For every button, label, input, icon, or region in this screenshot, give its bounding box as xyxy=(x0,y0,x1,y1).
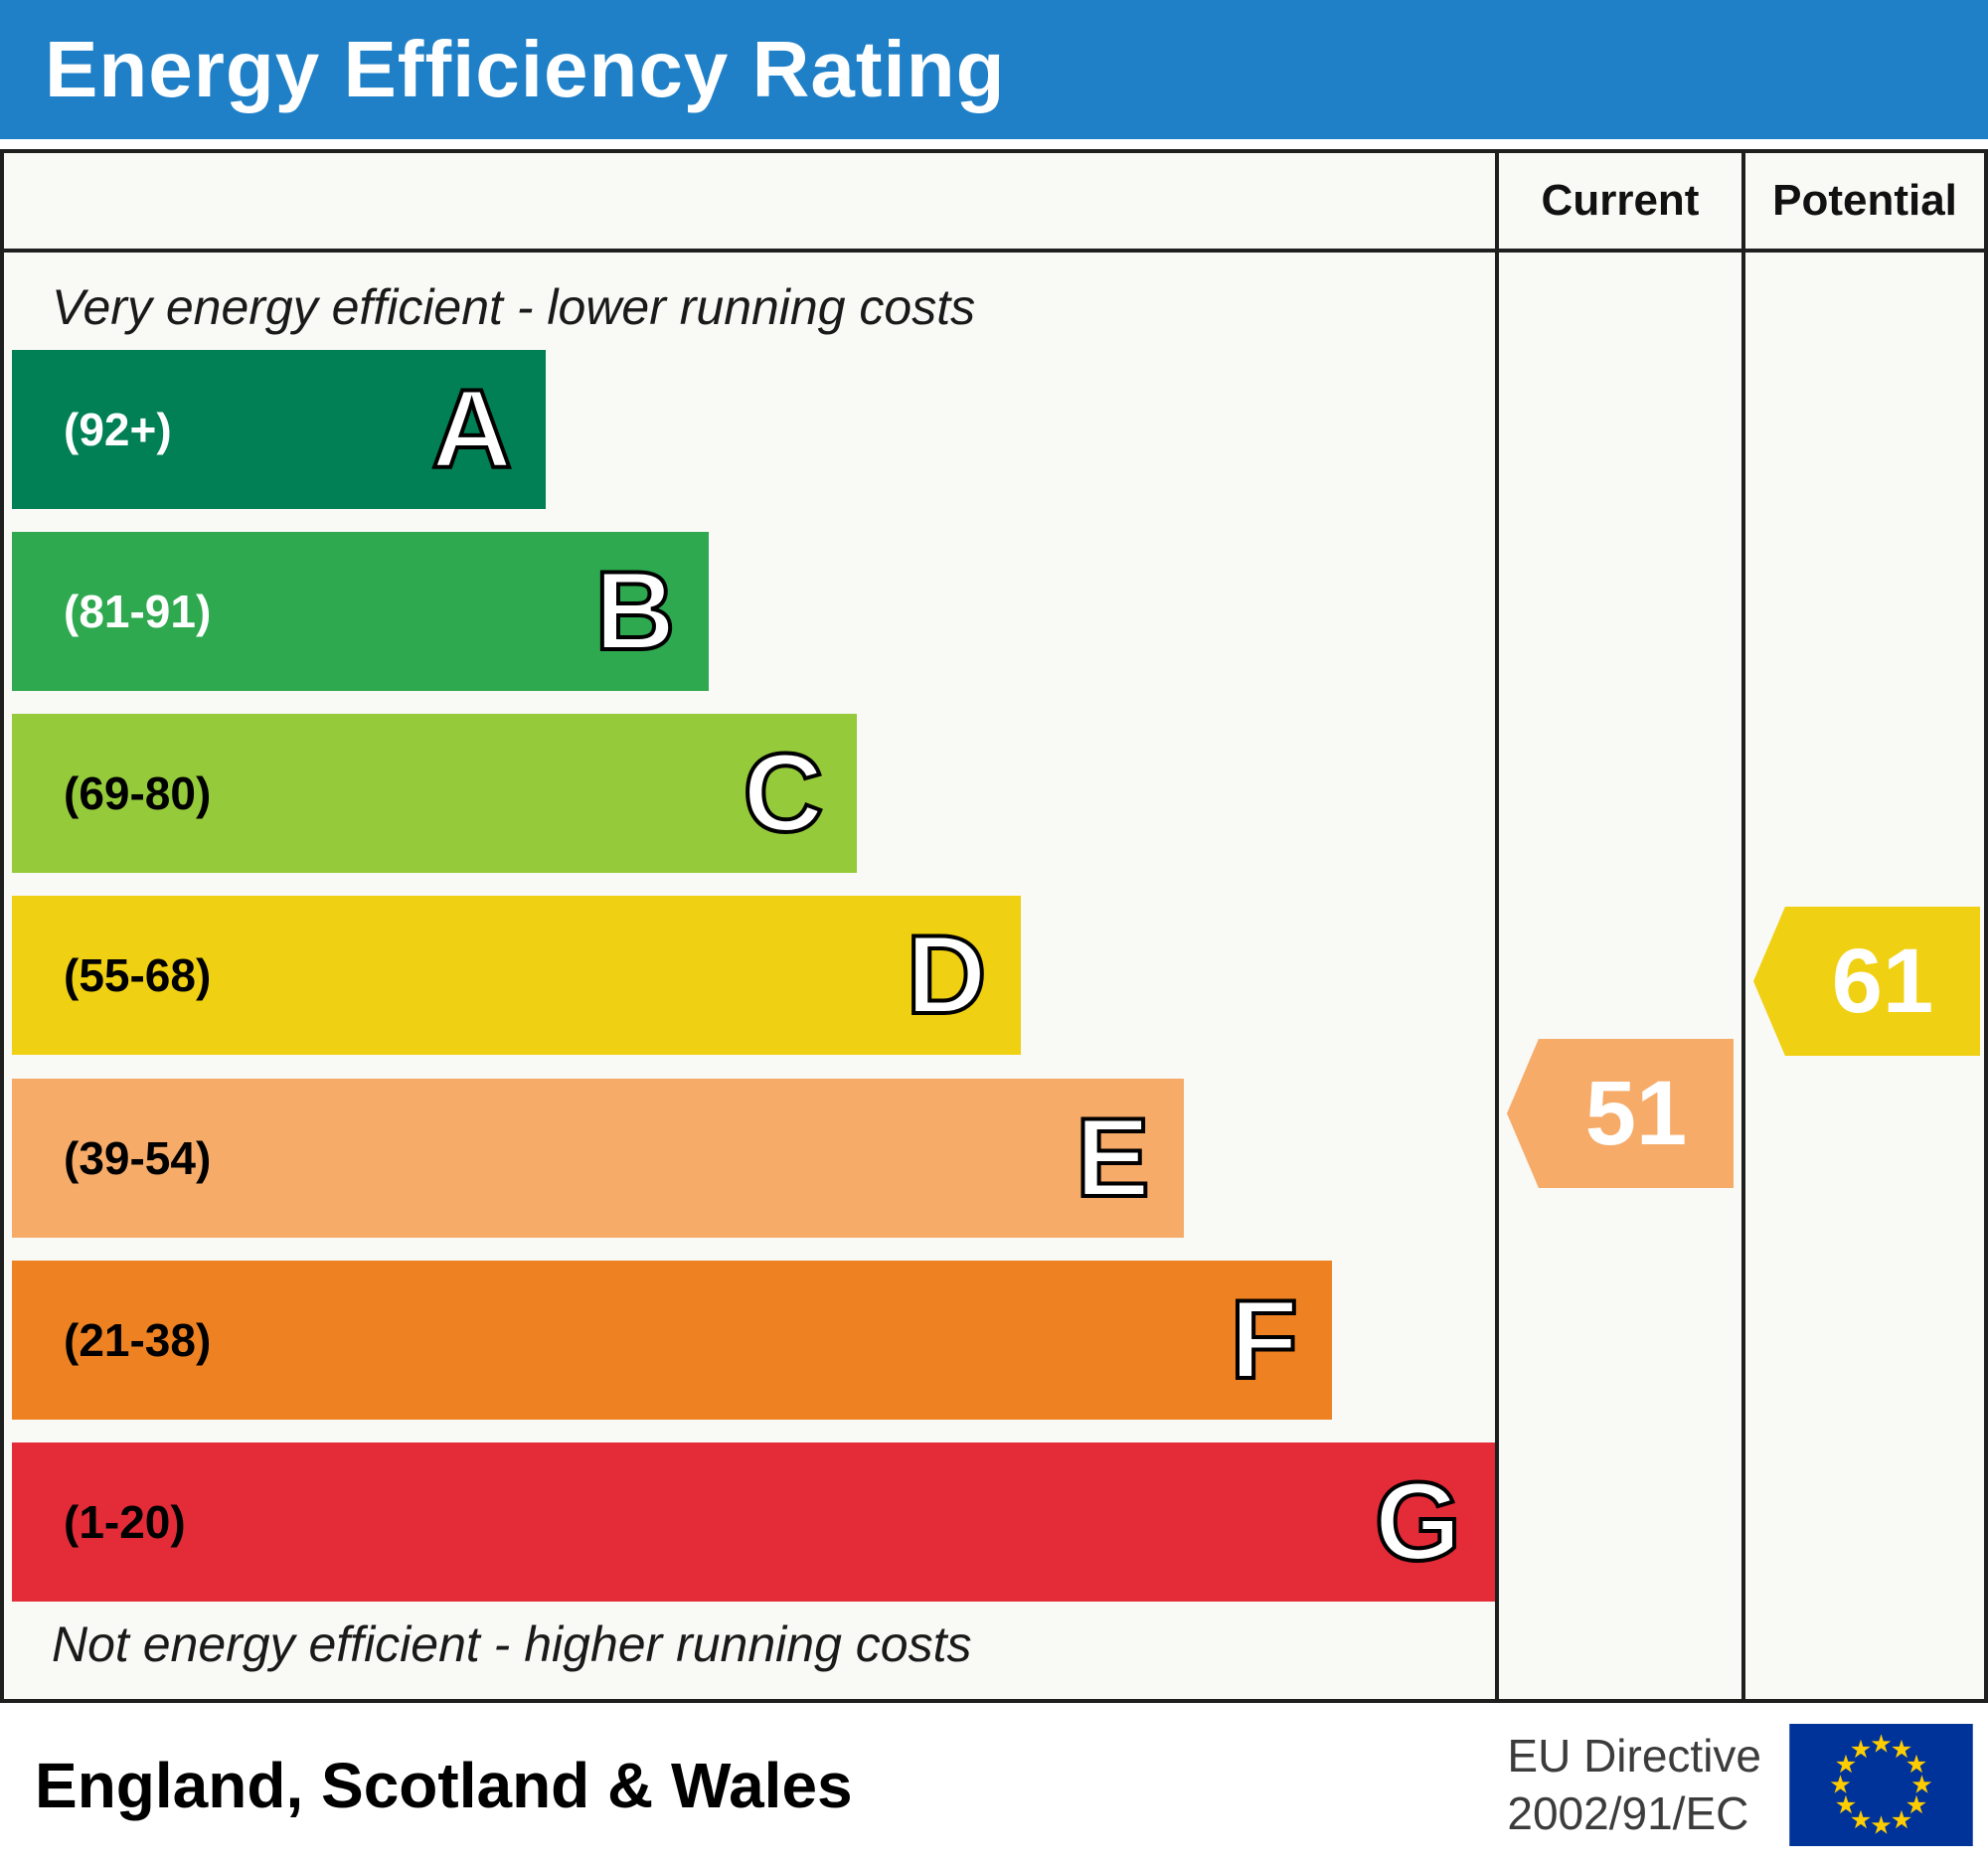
band-range-label: (81-91) xyxy=(64,586,212,638)
band-letter: D xyxy=(905,913,989,1038)
band-G: (1-20) G xyxy=(12,1442,1495,1602)
band-letter: C xyxy=(742,731,826,856)
band-row-G: (1-20) G xyxy=(12,1442,1495,1602)
band-range-label: (1-20) xyxy=(64,1495,186,1548)
chart-main-area: Current Potential Very energy efficient … xyxy=(0,149,1988,1703)
chart-footer: England, Scotland & Wales EU Directive 2… xyxy=(0,1703,1988,1867)
chart-header: Energy Efficiency Rating xyxy=(0,0,1988,139)
bands-column: Very energy efficient - lower running co… xyxy=(4,253,1495,1699)
band-range-label: (55-68) xyxy=(64,949,212,1002)
eu-directive-label: EU Directive 2002/91/EC xyxy=(1507,1728,1761,1842)
band-row-D: (55-68) D xyxy=(12,896,1495,1056)
current-rating-arrow: 51 xyxy=(1507,1039,1734,1188)
band-row-B: (81-91) B xyxy=(12,532,1495,692)
band-row-E: (39-54) E xyxy=(12,1078,1495,1238)
column-header-spacer xyxy=(4,153,1495,253)
eu-directive-line2: 2002/91/EC xyxy=(1507,1786,1749,1839)
current-column: 51 xyxy=(1495,253,1741,1699)
band-F: (21-38) F xyxy=(12,1260,1332,1420)
potential-column-header: Potential xyxy=(1741,153,1984,253)
band-range-label: (39-54) xyxy=(64,1131,212,1184)
eu-directive-line1: EU Directive xyxy=(1507,1730,1761,1782)
band-A: (92+) A xyxy=(12,350,547,509)
region-label: England, Scotland & Wales xyxy=(35,1749,853,1821)
bottom-note: Not energy efficient - higher running co… xyxy=(52,1616,972,1672)
chart-title: Energy Efficiency Rating xyxy=(45,25,1006,113)
potential-rating-arrow: 61 xyxy=(1753,907,1980,1056)
potential-column: 61 xyxy=(1741,253,1984,1699)
band-letter: B xyxy=(592,549,677,674)
band-range-label: (92+) xyxy=(64,404,172,455)
band-letter: A xyxy=(429,367,514,491)
band-letter: G xyxy=(1373,1458,1463,1584)
band-row-F: (21-38) F xyxy=(12,1260,1495,1420)
band-C: (69-80) C xyxy=(12,714,858,874)
band-E: (39-54) E xyxy=(12,1078,1184,1238)
band-letter: F xyxy=(1228,1276,1299,1402)
header-divider xyxy=(0,139,1988,149)
current-column-header: Current xyxy=(1495,153,1741,253)
current-rating-value: 51 xyxy=(1584,1062,1688,1164)
band-letter: E xyxy=(1074,1095,1152,1220)
band-D: (55-68) D xyxy=(12,896,1021,1056)
band-row-C: (69-80) C xyxy=(12,714,1495,874)
band-B: (81-91) B xyxy=(12,532,710,692)
band-row-A: (92+) A xyxy=(12,350,1495,509)
potential-rating-value: 61 xyxy=(1831,930,1934,1032)
rating-bands: (92+) A (81-91) B (69-80) C (55-68) D (39-54) E (2… xyxy=(4,350,1495,1602)
eu-flag-icon xyxy=(1789,1724,1973,1846)
top-note: Very energy efficient - lower running co… xyxy=(52,279,976,335)
band-range-label: (69-80) xyxy=(64,767,212,820)
band-range-label: (21-38) xyxy=(64,1313,212,1366)
